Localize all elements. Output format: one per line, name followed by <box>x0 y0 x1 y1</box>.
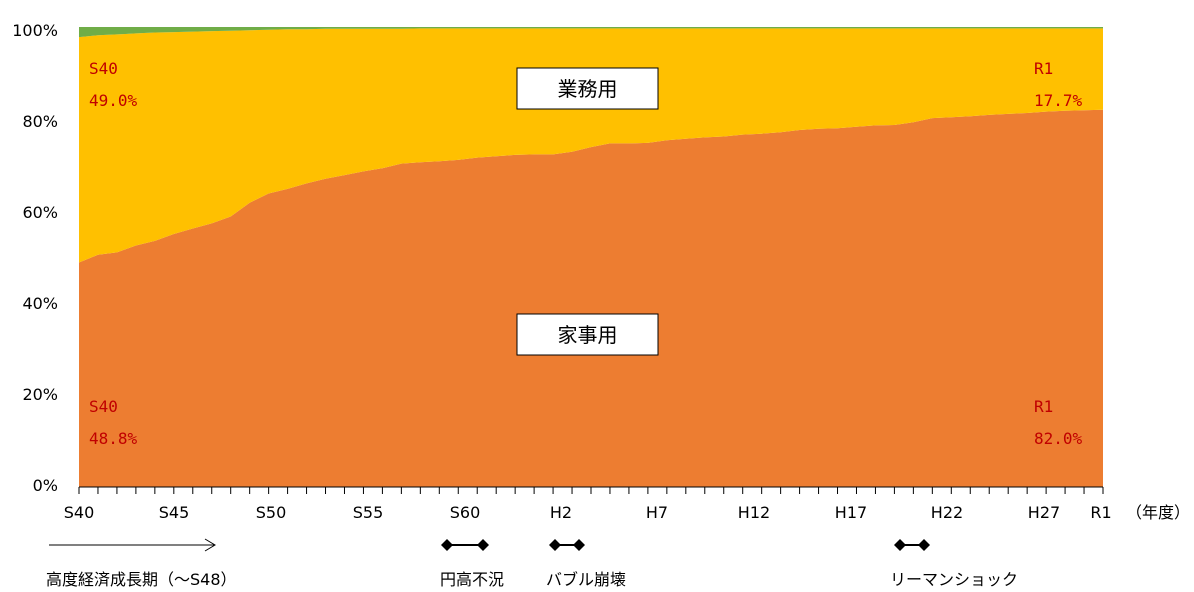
y-tick-label: 100% <box>12 21 58 40</box>
x-tick-label: S55 <box>353 503 384 522</box>
x-tick-label: H7 <box>646 503 668 522</box>
yen-marker <box>441 539 489 551</box>
area-series-group <box>79 27 1103 488</box>
bubble-marker <box>549 539 585 551</box>
y-tick-label: 60% <box>22 203 58 222</box>
lehman-period-label: リーマンショック <box>890 570 1018 589</box>
x-tick-label: H2 <box>550 503 572 522</box>
household-start-value: 48.8% <box>89 429 138 448</box>
business-end-year: R1 <box>1034 59 1053 78</box>
bubble-period-label: バブル崩壊 <box>546 570 626 589</box>
business-label: 業務用 <box>558 77 618 101</box>
x-tick-label: S60 <box>450 503 481 522</box>
x-tick-label: S50 <box>256 503 287 522</box>
x-unit-label: （年度） <box>1126 503 1190 522</box>
business-start-value: 49.0% <box>89 91 138 110</box>
business-end-value: 17.7% <box>1034 91 1083 110</box>
household-end-value: 82.0% <box>1034 429 1083 448</box>
y-tick-label: 20% <box>22 385 58 404</box>
household-start-year: S40 <box>89 397 118 416</box>
y-tick-label: 40% <box>22 294 58 313</box>
y-tick-label: 80% <box>22 112 58 131</box>
x-tick-label: S45 <box>159 503 190 522</box>
x-tick-label: H22 <box>931 503 963 522</box>
x-tick-labels: S40 S45 S50 S55 S60 H2 H7 H12 H17 H22 H2… <box>64 503 1112 522</box>
y-tick-label: 0% <box>33 476 58 495</box>
business-label-box <box>516 67 659 110</box>
yen-period-label: 円高不況 <box>440 570 504 589</box>
x-tick-label: S40 <box>64 503 95 522</box>
axes-group <box>78 486 1104 494</box>
x-tick-label: R1 <box>1090 503 1111 522</box>
growth-arrow <box>49 538 216 552</box>
area-series-2 <box>79 27 1103 38</box>
x-tick-label: H27 <box>1028 503 1060 522</box>
x-tick-label: H12 <box>738 503 770 522</box>
business-start-year: S40 <box>89 59 118 78</box>
household-label-box <box>516 313 659 356</box>
lehman-marker <box>894 539 930 551</box>
area-series-0 <box>79 109 1103 488</box>
household-end-year: R1 <box>1034 397 1053 416</box>
x-tick-label: H17 <box>835 503 867 522</box>
area-series-1 <box>79 28 1103 263</box>
household-label: 家事用 <box>558 323 618 347</box>
growth-period-label: 高度経済成長期（～S48） <box>46 570 237 589</box>
